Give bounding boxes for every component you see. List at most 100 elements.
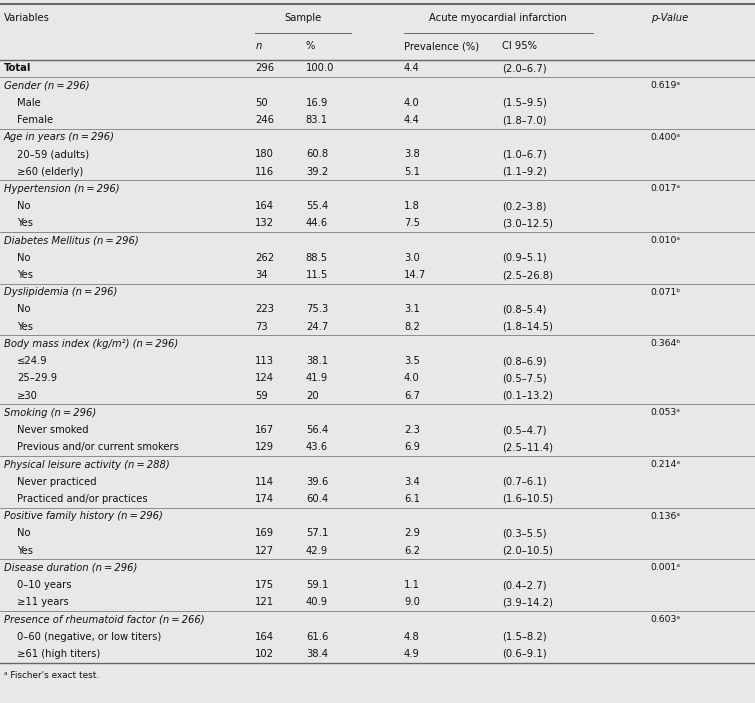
Text: 59.1: 59.1 <box>306 580 328 590</box>
Text: Yes: Yes <box>17 322 33 332</box>
Text: 11.5: 11.5 <box>306 270 328 280</box>
Text: Prevalence (%): Prevalence (%) <box>404 41 479 51</box>
Text: ≤24.9: ≤24.9 <box>17 356 48 366</box>
Text: (0.1–13.2): (0.1–13.2) <box>502 391 553 401</box>
Text: 0.053ᵃ: 0.053ᵃ <box>651 408 681 418</box>
Text: 24.7: 24.7 <box>306 322 328 332</box>
Text: 0–10 years: 0–10 years <box>17 580 72 590</box>
Text: Body mass index (kg/m²) (n = 296): Body mass index (kg/m²) (n = 296) <box>4 339 178 349</box>
Text: 14.7: 14.7 <box>404 270 426 280</box>
Text: ᵃ Fischer's exact test.: ᵃ Fischer's exact test. <box>4 671 99 680</box>
Text: 75.3: 75.3 <box>306 304 328 314</box>
Text: ≥11 years: ≥11 years <box>17 598 69 607</box>
Text: (1.5–9.5): (1.5–9.5) <box>502 98 547 108</box>
Text: 1.8: 1.8 <box>404 201 420 211</box>
Text: Gender (n = 296): Gender (n = 296) <box>4 81 89 91</box>
Text: 3.4: 3.4 <box>404 477 420 486</box>
Text: 174: 174 <box>255 494 274 504</box>
Text: 38.1: 38.1 <box>306 356 328 366</box>
Text: (0.9–5.1): (0.9–5.1) <box>502 253 547 263</box>
Text: 20: 20 <box>306 391 319 401</box>
Text: (2.0–10.5): (2.0–10.5) <box>502 546 553 555</box>
Text: 0.017ᵃ: 0.017ᵃ <box>651 184 681 193</box>
Text: (0.7–6.1): (0.7–6.1) <box>502 477 547 486</box>
Text: (1.5–8.2): (1.5–8.2) <box>502 632 547 642</box>
Text: (1.6–10.5): (1.6–10.5) <box>502 494 553 504</box>
Text: 3.1: 3.1 <box>404 304 420 314</box>
Text: (3.9–14.2): (3.9–14.2) <box>502 598 553 607</box>
Text: Smoking (n = 296): Smoking (n = 296) <box>4 408 96 418</box>
Text: 296: 296 <box>255 63 274 73</box>
Text: Never practiced: Never practiced <box>17 477 97 486</box>
Text: CI 95%: CI 95% <box>502 41 537 51</box>
Text: 83.1: 83.1 <box>306 115 328 125</box>
Text: 4.0: 4.0 <box>404 373 420 383</box>
Text: 16.9: 16.9 <box>306 98 328 108</box>
Text: n: n <box>255 41 261 51</box>
Text: 129: 129 <box>255 442 274 452</box>
Text: 6.9: 6.9 <box>404 442 420 452</box>
Text: 43.6: 43.6 <box>306 442 328 452</box>
Text: 0.603ᵃ: 0.603ᵃ <box>651 615 681 624</box>
Text: (1.8–7.0): (1.8–7.0) <box>502 115 547 125</box>
Text: No: No <box>17 304 31 314</box>
Text: 60.4: 60.4 <box>306 494 328 504</box>
Text: Yes: Yes <box>17 546 33 555</box>
Text: (0.4–2.7): (0.4–2.7) <box>502 580 547 590</box>
Text: 124: 124 <box>255 373 274 383</box>
Text: 39.2: 39.2 <box>306 167 328 176</box>
Text: (3.0–12.5): (3.0–12.5) <box>502 219 553 228</box>
Text: 25–29.9: 25–29.9 <box>17 373 57 383</box>
Text: (2.0–6.7): (2.0–6.7) <box>502 63 547 73</box>
Text: Yes: Yes <box>17 219 33 228</box>
Text: %: % <box>306 41 315 51</box>
Text: (2.5–26.8): (2.5–26.8) <box>502 270 553 280</box>
Text: 0.136ᵃ: 0.136ᵃ <box>651 512 681 521</box>
Text: 1.1: 1.1 <box>404 580 420 590</box>
Text: (0.8–5.4): (0.8–5.4) <box>502 304 547 314</box>
Text: Hypertension (n = 296): Hypertension (n = 296) <box>4 184 119 194</box>
Text: 3.0: 3.0 <box>404 253 420 263</box>
Text: 34: 34 <box>255 270 268 280</box>
Text: No: No <box>17 529 31 538</box>
Text: Variables: Variables <box>4 13 50 23</box>
Text: (1.8–14.5): (1.8–14.5) <box>502 322 553 332</box>
Text: 39.6: 39.6 <box>306 477 328 486</box>
Text: ≥60 (elderly): ≥60 (elderly) <box>17 167 84 176</box>
Text: 2.9: 2.9 <box>404 529 420 538</box>
Text: 57.1: 57.1 <box>306 529 328 538</box>
Text: 116: 116 <box>255 167 274 176</box>
Text: 88.5: 88.5 <box>306 253 328 263</box>
Text: 0.400ᵃ: 0.400ᵃ <box>651 133 681 142</box>
Text: 7.5: 7.5 <box>404 219 420 228</box>
Text: 180: 180 <box>255 150 274 160</box>
Text: Presence of rheumatoid factor (n = 266): Presence of rheumatoid factor (n = 266) <box>4 614 205 624</box>
Text: 0.214ᵃ: 0.214ᵃ <box>651 460 681 469</box>
Text: 3.8: 3.8 <box>404 150 420 160</box>
Text: 42.9: 42.9 <box>306 546 328 555</box>
Text: 50: 50 <box>255 98 268 108</box>
Text: 73: 73 <box>255 322 268 332</box>
Text: 0.001ᵃ: 0.001ᵃ <box>651 563 681 572</box>
Text: 113: 113 <box>255 356 274 366</box>
Text: Age in years (n = 296): Age in years (n = 296) <box>4 132 115 142</box>
Text: 40.9: 40.9 <box>306 598 328 607</box>
Text: 55.4: 55.4 <box>306 201 328 211</box>
Text: 246: 246 <box>255 115 274 125</box>
Text: (1.1–9.2): (1.1–9.2) <box>502 167 547 176</box>
Text: (2.5–11.4): (2.5–11.4) <box>502 442 553 452</box>
Text: ≥61 (high titers): ≥61 (high titers) <box>17 649 100 659</box>
Text: 5.1: 5.1 <box>404 167 420 176</box>
Text: 0.364ᵇ: 0.364ᵇ <box>651 340 681 349</box>
Text: Male: Male <box>17 98 41 108</box>
Text: 61.6: 61.6 <box>306 632 328 642</box>
Text: 127: 127 <box>255 546 274 555</box>
Text: p-Value: p-Value <box>651 13 688 23</box>
Text: Dyslipidemia (n = 296): Dyslipidemia (n = 296) <box>4 288 117 297</box>
Text: 60.8: 60.8 <box>306 150 328 160</box>
Text: 262: 262 <box>255 253 274 263</box>
Text: 4.4: 4.4 <box>404 115 420 125</box>
Text: (0.8–6.9): (0.8–6.9) <box>502 356 547 366</box>
Text: 102: 102 <box>255 649 274 659</box>
Text: Female: Female <box>17 115 54 125</box>
